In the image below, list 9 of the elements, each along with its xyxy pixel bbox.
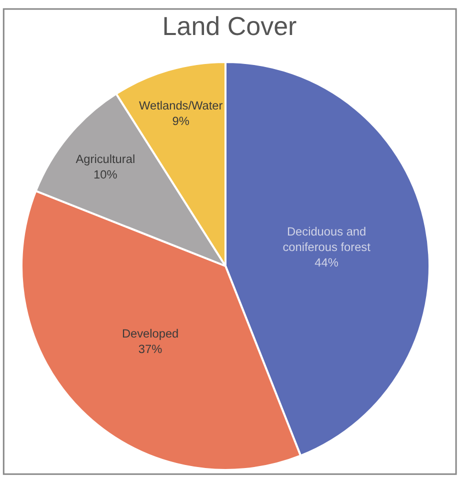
data-label: 37% [138,342,163,356]
data-label: 44% [314,255,339,270]
slice-label: Deciduous and coniferous forest [282,224,372,254]
data-label: 10% [94,168,118,182]
data-label: 9% [172,114,190,128]
slice-label: Wetlands/Water [139,98,223,112]
chart-title: Land Cover [162,10,298,41]
slice-label: Agricultural [76,152,136,166]
slice-label: Developed [122,326,179,341]
